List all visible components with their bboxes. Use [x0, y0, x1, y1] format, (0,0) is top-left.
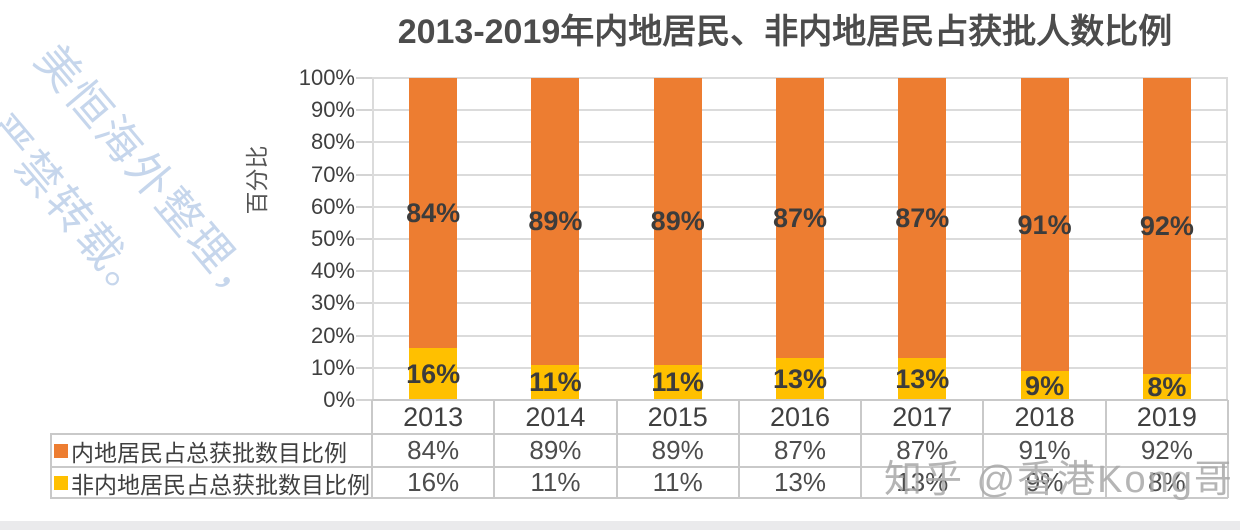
y-tick-label: 40% — [310, 258, 355, 284]
y-tick-mark — [356, 141, 372, 144]
year-cell: 2019 — [1136, 402, 1197, 432]
y-tick-label: 50% — [310, 226, 355, 251]
legend-item-mainland: 内地居民占总获批数目比例 — [54, 436, 368, 466]
bar-segment-mainland — [898, 78, 947, 359]
bar-value-label-mainland: 92% — [1139, 211, 1194, 242]
year-cell: 2017 — [892, 402, 953, 432]
value-cell-non-mainland: 11% — [652, 467, 703, 497]
y-tick-mark — [356, 302, 372, 305]
y-tick-mark — [356, 270, 372, 273]
y-tick-mark — [356, 77, 372, 79]
value-cell-non-mainland: 13% — [896, 467, 949, 497]
y-tick-mark — [356, 205, 372, 208]
plot-right-edge — [1226, 78, 1228, 400]
value-cell-mainland: 84% — [407, 435, 460, 465]
bar-segment-non-mainland — [653, 364, 702, 400]
legend-label: 内地居民占总获批数目比例 — [71, 439, 347, 466]
y-tick-mark — [356, 366, 372, 369]
value-cell-mainland: 89% — [651, 435, 704, 465]
bar-value-label-mainland: 91% — [1017, 209, 1072, 240]
bar-value-label-non-mainland: 11% — [651, 367, 704, 398]
table-line — [371, 400, 373, 498]
value-cell-mainland: 87% — [773, 435, 826, 465]
y-tick-label: 80% — [310, 129, 355, 155]
table-line — [982, 400, 985, 498]
y-tick-label: 60% — [310, 193, 355, 219]
y-axis-title: 百分比 — [244, 145, 270, 215]
bar-segment-non-mainland — [1020, 371, 1069, 400]
bar-value-label-mainland: 89% — [650, 206, 705, 237]
bar-segment-mainland — [653, 78, 702, 365]
bottom-edge-strip — [0, 521, 1240, 530]
y-tick-label: 90% — [310, 97, 355, 123]
table-line — [372, 399, 1228, 401]
bar-value-label-non-mainland: 9% — [1025, 370, 1065, 401]
bar-segment-non-mainland — [898, 358, 947, 400]
bar-segment-non-mainland — [776, 358, 824, 400]
legend-item-non-mainland: 非内地居民占总获批数目比例 — [54, 469, 370, 498]
bar-segment-non-mainland — [409, 348, 458, 400]
table-line — [1227, 400, 1229, 498]
bar-segment-non-mainland — [531, 364, 580, 400]
value-cell-mainland: 87% — [896, 435, 949, 465]
value-cell-non-mainland: 9% — [1025, 467, 1064, 497]
y-tick-mark — [356, 238, 372, 240]
bar-value-label-non-mainland: 13% — [895, 364, 950, 395]
bar-segment-mainland — [531, 78, 580, 365]
table-line — [50, 433, 1228, 435]
value-cell-mainland: 89% — [529, 435, 582, 465]
value-cell-mainland: 92% — [1140, 435, 1193, 465]
table-line — [615, 400, 618, 498]
table-line — [50, 434, 52, 498]
year-cell: 2016 — [769, 402, 831, 432]
table-line — [493, 400, 496, 498]
legend-swatch-icon — [54, 443, 68, 458]
bar-segment-mainland — [1020, 78, 1069, 372]
value-cell-non-mainland: 16% — [407, 467, 460, 497]
bar-value-label-non-mainland: 8% — [1147, 372, 1187, 403]
value-cell-non-mainland: 11% — [530, 467, 581, 497]
y-tick-label: 0% — [323, 387, 355, 412]
bar-segment-mainland — [409, 78, 458, 349]
table-line — [737, 400, 740, 498]
y-tick-label: 100% — [298, 65, 355, 90]
zhihu-watermark: 知乎 @香港Kong哥 — [884, 459, 1234, 501]
year-cell: 2014 — [525, 402, 586, 432]
y-tick-label: 30% — [310, 290, 355, 316]
bar-value-label-mainland: 89% — [528, 206, 583, 237]
value-cell-non-mainland: 13% — [773, 467, 826, 497]
table-line — [860, 400, 863, 498]
y-tick-mark — [356, 173, 372, 176]
y-tick-label: 20% — [310, 322, 355, 348]
table-line — [50, 497, 1228, 499]
value-cell-mainland: 91% — [1018, 435, 1071, 465]
bar-value-label-mainland: 84% — [406, 198, 461, 229]
bar-value-label-non-mainland: 16% — [406, 359, 461, 390]
legend-swatch-icon — [54, 475, 68, 490]
y-tick-label: 70% — [310, 161, 355, 187]
bar-value-label-non-mainland: 13% — [772, 364, 828, 395]
bar-value-label-mainland: 87% — [772, 203, 828, 234]
table-line — [1104, 400, 1107, 498]
y-tick-mark — [356, 109, 372, 112]
year-cell: 2015 — [647, 402, 708, 432]
value-cell-non-mainland: 8% — [1148, 467, 1186, 497]
bar-segment-mainland — [776, 78, 824, 359]
chart-title: 2013-2019年内地居民、非内地居民占获批人数比例 — [397, 13, 1173, 51]
y-tick-mark — [356, 334, 372, 337]
table-line — [50, 466, 1228, 468]
y-tick-label: 10% — [310, 354, 355, 380]
legend-label: 非内地居民占总获批数目比例 — [71, 471, 370, 498]
bar-value-label-mainland: 87% — [895, 203, 950, 234]
bar-value-label-non-mainland: 11% — [529, 367, 582, 398]
year-cell: 2013 — [403, 402, 464, 432]
y-tick-mark — [356, 399, 372, 401]
bar-segment-mainland — [1142, 78, 1191, 375]
bar-segment-non-mainland — [1142, 374, 1191, 400]
year-cell: 2018 — [1014, 402, 1075, 432]
plot-left-edge — [372, 78, 374, 400]
